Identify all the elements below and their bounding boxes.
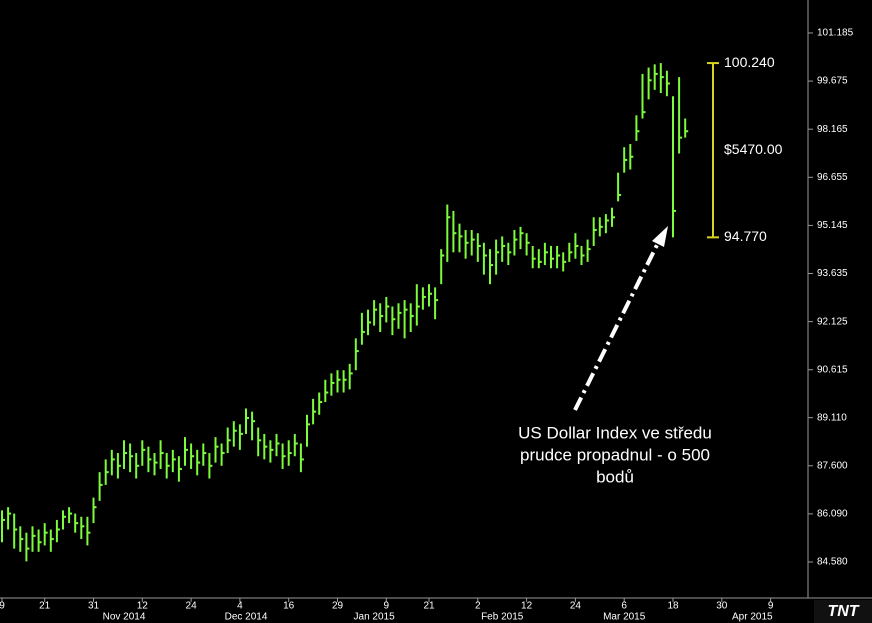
month-label: Mar 2015 (603, 612, 646, 623)
y-tick-label: 98.165 (817, 124, 848, 135)
x-tick-label: 4 (237, 601, 243, 612)
annotation-line: US Dollar Index ve středu (518, 423, 712, 442)
x-tick-label: 9 (0, 601, 5, 612)
annotation-arrow (573, 242, 660, 411)
y-tick-label: 96.655 (817, 172, 848, 183)
x-tick-label: 16 (283, 601, 295, 612)
y-tick-label: 89.110 (817, 412, 847, 423)
month-label: Apr 2015 (732, 612, 773, 623)
x-tick-label: 21 (39, 601, 51, 612)
x-tick-label: 12 (137, 601, 149, 612)
x-tick-label: 21 (423, 601, 435, 612)
logo-box (814, 600, 872, 623)
month-label: Feb 2015 (481, 612, 524, 623)
range-span-label: $5470.00 (724, 141, 783, 157)
y-tick-label: 84.580 (817, 557, 848, 568)
month-label: Jan 2015 (354, 612, 396, 623)
x-tick-label: 6 (621, 601, 627, 612)
y-tick-label: 86.090 (817, 509, 848, 520)
range-label: 100.240 (724, 54, 775, 70)
y-tick-label: 92.125 (817, 316, 848, 327)
y-tick-label: 90.615 (817, 364, 848, 375)
x-tick-label: 2 (475, 601, 481, 612)
x-tick-label: 9 (768, 601, 774, 612)
month-label: Nov 2014 (103, 612, 146, 623)
x-tick-label: 24 (186, 601, 198, 612)
x-tick-label: 31 (88, 601, 100, 612)
y-tick-label: 99.675 (817, 76, 848, 87)
annotation-line: prudce propadnul - o 500 (520, 445, 710, 464)
annotation-line: bodů (596, 467, 634, 486)
arrow-head (652, 226, 668, 247)
month-label: Dec 2014 (225, 612, 268, 623)
x-tick-label: 30 (716, 601, 728, 612)
range-label: 94.770 (724, 228, 767, 244)
x-tick-label: 12 (521, 601, 533, 612)
logo: TNT (827, 603, 859, 620)
x-tick-label: 24 (570, 601, 582, 612)
y-tick-label: 95.145 (817, 220, 848, 231)
x-tick-label: 9 (384, 601, 390, 612)
y-tick-label: 101.185 (817, 28, 854, 39)
x-tick-label: 18 (667, 601, 679, 612)
y-tick-label: 93.635 (817, 268, 848, 279)
x-tick-label: 29 (332, 601, 344, 612)
y-tick-label: 87.600 (817, 460, 848, 471)
